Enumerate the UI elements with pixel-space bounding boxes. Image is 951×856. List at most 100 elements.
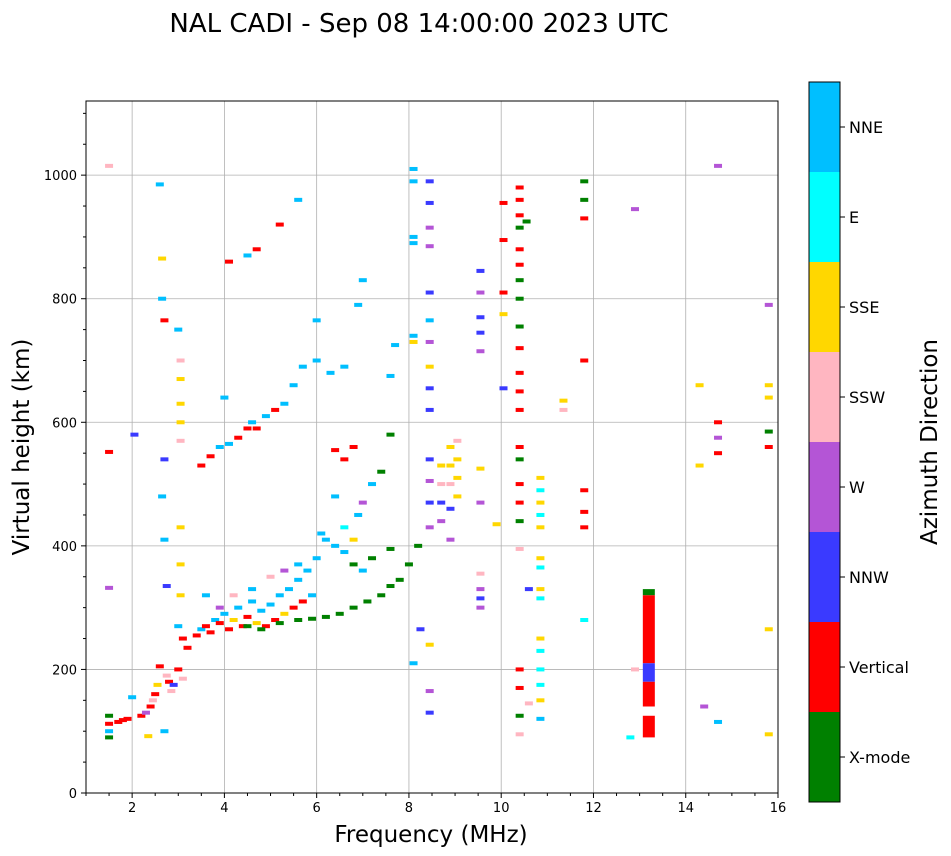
echo-column	[642, 681, 655, 707]
echo-point	[499, 312, 508, 317]
echo-point	[137, 713, 146, 718]
chart-title: NAL CADI - Sep 08 14:00:00 2023 UTC	[169, 9, 668, 39]
echo-point	[294, 197, 303, 202]
echo-point	[580, 179, 589, 184]
echo-point	[243, 253, 252, 258]
echo-point	[536, 682, 545, 687]
echo-point	[559, 398, 568, 403]
echo-point	[386, 584, 395, 589]
echo-point	[386, 373, 395, 378]
echo-point	[275, 222, 284, 227]
x-tick-label: 6	[313, 801, 321, 816]
echo-point	[368, 482, 377, 487]
echo-point	[312, 556, 321, 561]
echo-point	[453, 457, 462, 462]
echo-point	[174, 327, 183, 332]
echo-point	[476, 500, 485, 505]
echo-point	[243, 614, 252, 619]
echo-point	[176, 401, 185, 406]
colorbar-segment	[809, 622, 840, 712]
echo-point	[515, 457, 524, 462]
colorbar-segment	[809, 352, 840, 442]
echo-point	[409, 333, 418, 338]
echo-point	[257, 608, 266, 613]
colorbar-tick-label: SSW	[849, 388, 885, 407]
echo-point	[764, 429, 773, 434]
echo-point	[476, 605, 485, 610]
echo-point	[536, 500, 545, 505]
echo-point	[105, 713, 114, 718]
echo-point	[105, 449, 114, 454]
echo-point	[446, 482, 455, 487]
echo-point	[105, 163, 114, 168]
y-axis-label: Virtual height (km)	[9, 339, 35, 556]
echo-point	[386, 432, 395, 437]
echo-point	[331, 448, 340, 453]
echo-point	[176, 358, 185, 363]
plot-background	[86, 101, 778, 793]
echo-point	[358, 500, 367, 505]
x-tick-label: 2	[128, 801, 136, 816]
echo-point	[160, 318, 169, 323]
echo-point	[515, 519, 524, 524]
x-axis-ticks: 2 4 6 8 10 12 14 16	[85, 793, 786, 816]
echo-column	[642, 589, 655, 596]
echo-point	[409, 179, 418, 184]
echo-point	[409, 234, 418, 239]
echo-point	[114, 719, 123, 724]
echo-point	[146, 704, 155, 709]
echo-point	[206, 630, 215, 635]
echo-point	[118, 718, 127, 723]
echo-point	[536, 667, 545, 672]
echo-point	[308, 593, 317, 598]
echo-point	[148, 698, 157, 703]
echo-point	[358, 568, 367, 573]
echo-point	[515, 500, 524, 505]
echo-point	[363, 599, 372, 604]
echo-point	[425, 339, 434, 344]
echo-point	[580, 216, 589, 221]
echo-point	[271, 407, 280, 412]
echo-point	[416, 627, 425, 632]
echo-point	[536, 698, 545, 703]
echo-point	[515, 732, 524, 737]
echo-point	[524, 701, 533, 706]
echo-point	[425, 290, 434, 295]
echo-point	[695, 463, 704, 468]
echo-point	[169, 682, 178, 687]
echo-point	[536, 596, 545, 601]
echo-point	[499, 238, 508, 243]
echo-point	[580, 525, 589, 530]
echo-point	[515, 197, 524, 202]
echo-point	[536, 716, 545, 721]
echo-point	[176, 562, 185, 567]
colorbar-segment	[809, 262, 840, 352]
echo-point	[409, 166, 418, 171]
colorbar-segment	[809, 712, 840, 802]
echo-point	[141, 710, 150, 715]
echo-point	[453, 494, 462, 499]
echo-point	[580, 488, 589, 493]
echo-point	[178, 676, 187, 681]
echo-point	[312, 318, 321, 323]
echo-point	[524, 587, 533, 592]
echo-point	[105, 585, 114, 590]
echo-point	[515, 370, 524, 375]
echo-point	[476, 268, 485, 273]
echo-point	[354, 512, 363, 517]
echo-point	[536, 587, 545, 592]
colorbar-segment	[809, 442, 840, 532]
echo-point	[764, 445, 773, 449]
echo-point	[192, 633, 201, 638]
echo-point	[266, 602, 275, 607]
echo-point	[425, 710, 434, 715]
echo-point	[515, 296, 524, 301]
echo-point	[446, 445, 455, 449]
echo-point	[158, 256, 167, 261]
echo-point	[391, 343, 400, 348]
echo-point	[229, 618, 238, 622]
echo-point	[425, 457, 434, 462]
echo-point	[243, 426, 252, 431]
echo-point	[234, 605, 243, 610]
